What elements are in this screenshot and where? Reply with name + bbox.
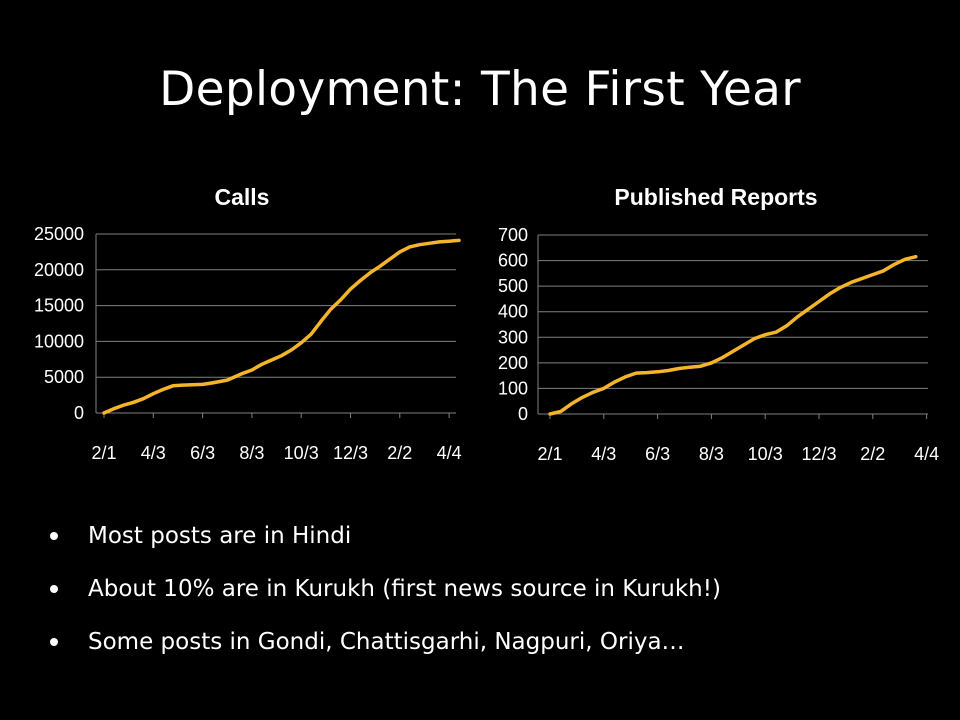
calls-y-tick-label: 20000 [34, 260, 84, 280]
reports-y-tick-label: 400 [498, 302, 528, 322]
calls-x-tick-label: 4/3 [141, 443, 166, 463]
calls-x-tick-label: 6/3 [190, 443, 215, 463]
bullet-list: Most posts are in Hindi About 10% are in… [46, 520, 946, 679]
calls-y-tick-label: 0 [74, 403, 84, 423]
reports-y-tick-label: 500 [498, 276, 528, 296]
calls-series-line [102, 238, 461, 415]
calls-y-tick-label: 5000 [44, 367, 84, 387]
reports-y-tick-label: 0 [518, 404, 528, 424]
reports-y-tick-label: 600 [498, 251, 528, 271]
reports-y-tick-label: 300 [498, 327, 528, 347]
calls-y-tick-label: 25000 [34, 224, 84, 244]
reports-x-tick-label: 12/3 [801, 444, 836, 464]
calls-x-tick-label: 2/1 [91, 443, 116, 463]
calls-chart: Calls 0 5000 10000 15000 20000 25000 2/1 4/3 6/3 8… [34, 184, 462, 463]
bullet-item: Some posts in Gondi, Chattisgarhi, Nagpu… [46, 626, 946, 658]
slide-title: Deployment: The First Year [159, 62, 801, 117]
bullet-dot-icon [50, 585, 58, 593]
calls-chart-title: Calls [215, 184, 270, 210]
reports-x-tick-label: 2/1 [537, 444, 562, 464]
calls-x-tick-label: 12/3 [333, 443, 368, 463]
calls-x-tick-label: 10/3 [284, 443, 319, 463]
reports-x-tick-label: 10/3 [748, 444, 783, 464]
published-reports-chart: Published Reports 0 100 200 300 400 500 600 700 2… [498, 184, 939, 464]
calls-y-tick-label: 10000 [34, 331, 84, 351]
reports-y-tick-label: 100 [498, 378, 528, 398]
reports-y-tick-label: 700 [498, 225, 528, 245]
bullet-dot-icon [50, 638, 58, 646]
calls-x-tick-label: 8/3 [239, 443, 264, 463]
reports-x-tick-label: 6/3 [645, 444, 670, 464]
reports-x-tick-label: 8/3 [699, 444, 724, 464]
bullet-item: About 10% are in Kurukh (first news sour… [46, 573, 946, 605]
bullet-text: Most posts are in Hindi [88, 523, 352, 549]
calls-y-tick-label: 15000 [34, 296, 84, 316]
reports-chart-title: Published Reports [614, 184, 817, 210]
reports-x-tick-label: 4/4 [914, 444, 939, 464]
reports-series-line [548, 254, 918, 416]
reports-y-tick-label: 200 [498, 353, 528, 373]
reports-x-tick-label: 2/2 [860, 444, 885, 464]
bullet-text: Some posts in Gondi, Chattisgarhi, Nagpu… [88, 629, 685, 655]
calls-x-tick-label: 2/2 [387, 443, 412, 463]
calls-x-tick-label: 4/4 [437, 443, 462, 463]
bullet-text: About 10% are in Kurukh (first news sour… [88, 576, 721, 602]
reports-x-tick-label: 4/3 [591, 444, 616, 464]
bullet-dot-icon [50, 532, 58, 540]
bullet-item: Most posts are in Hindi [46, 520, 946, 552]
